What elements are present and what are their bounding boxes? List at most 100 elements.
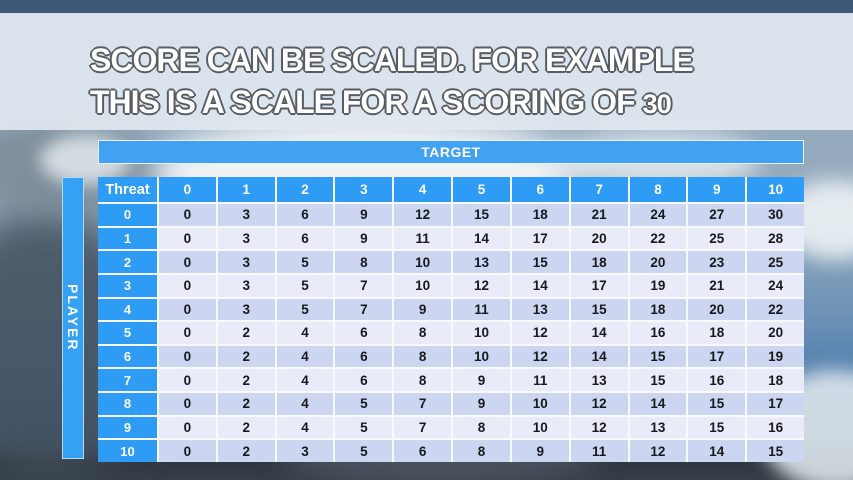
score-cell: 19 bbox=[629, 274, 687, 297]
score-cell: 16 bbox=[747, 416, 804, 439]
title-band: SCORE CAN BE SCALED. FOR EXAMPLE THIS IS… bbox=[0, 13, 853, 130]
score-cell: 2 bbox=[217, 345, 275, 368]
score-cell: 18 bbox=[570, 251, 628, 273]
score-cell: 20 bbox=[570, 227, 628, 250]
player-row-header: 3 bbox=[98, 274, 157, 297]
slide-title-line2: THIS IS A SCALE FOR A SCORING OF 30 bbox=[90, 84, 672, 120]
score-cell: 22 bbox=[629, 227, 687, 250]
score-cell: 8 bbox=[394, 322, 452, 344]
player-row-header: 7 bbox=[98, 369, 157, 392]
player-row-header: 5 bbox=[98, 322, 157, 344]
score-cell: 0 bbox=[159, 369, 216, 392]
score-cell: 8 bbox=[335, 251, 393, 273]
score-cell: 11 bbox=[511, 369, 569, 392]
score-cell: 0 bbox=[159, 274, 216, 297]
score-cell: 12 bbox=[453, 274, 510, 297]
target-column-header: 10 bbox=[747, 177, 804, 202]
score-cell: 2 bbox=[217, 369, 275, 392]
score-cell: 27 bbox=[688, 204, 746, 226]
score-cell: 3 bbox=[276, 440, 334, 462]
score-cell: 6 bbox=[276, 204, 334, 226]
title-score-number: 30 bbox=[642, 88, 672, 119]
score-cell: 17 bbox=[570, 274, 628, 297]
score-cell: 13 bbox=[453, 251, 510, 273]
score-cell: 16 bbox=[688, 369, 746, 392]
score-cell: 8 bbox=[394, 369, 452, 392]
score-cell: 3 bbox=[217, 227, 275, 250]
score-cell: 5 bbox=[335, 440, 393, 462]
score-cell: 28 bbox=[747, 227, 804, 250]
score-cell: 2 bbox=[217, 393, 275, 415]
score-cell: 3 bbox=[217, 251, 275, 273]
score-cell: 5 bbox=[276, 251, 334, 273]
score-cell: 18 bbox=[629, 298, 687, 321]
score-cell: 12 bbox=[394, 204, 452, 226]
score-cell: 23 bbox=[688, 251, 746, 273]
target-column-header: 5 bbox=[453, 177, 510, 202]
score-cell: 7 bbox=[335, 274, 393, 297]
score-cell: 15 bbox=[688, 393, 746, 415]
score-cell: 14 bbox=[511, 274, 569, 297]
score-cell: 7 bbox=[335, 298, 393, 321]
score-cell: 18 bbox=[688, 322, 746, 344]
score-cell: 0 bbox=[159, 440, 216, 462]
score-cell: 9 bbox=[335, 204, 393, 226]
score-cell: 8 bbox=[453, 416, 510, 439]
score-cell: 20 bbox=[629, 251, 687, 273]
score-cell: 14 bbox=[570, 345, 628, 368]
score-cell: 0 bbox=[159, 345, 216, 368]
score-cell: 17 bbox=[747, 393, 804, 415]
score-cell: 5 bbox=[335, 416, 393, 439]
score-cell: 20 bbox=[688, 298, 746, 321]
player-row-header: 6 bbox=[98, 345, 157, 368]
score-cell: 9 bbox=[394, 298, 452, 321]
score-cell: 12 bbox=[570, 416, 628, 439]
score-cell: 9 bbox=[453, 369, 510, 392]
score-cell: 10 bbox=[453, 322, 510, 344]
score-cell: 0 bbox=[159, 322, 216, 344]
player-row-header: 2 bbox=[98, 251, 157, 273]
score-cell: 19 bbox=[747, 345, 804, 368]
score-cell: 30 bbox=[747, 204, 804, 226]
score-cell: 25 bbox=[688, 227, 746, 250]
score-cell: 10 bbox=[394, 251, 452, 273]
player-row-header: 0 bbox=[98, 204, 157, 226]
score-cell: 0 bbox=[159, 393, 216, 415]
target-column-header: 7 bbox=[570, 177, 628, 202]
score-cell: 2 bbox=[217, 416, 275, 439]
score-cell: 14 bbox=[629, 393, 687, 415]
target-column-header: 6 bbox=[511, 177, 569, 202]
target-header-bar: TARGET bbox=[98, 140, 804, 164]
score-cell: 9 bbox=[453, 393, 510, 415]
score-cell: 17 bbox=[688, 345, 746, 368]
score-cell: 24 bbox=[747, 274, 804, 297]
score-cell: 24 bbox=[629, 204, 687, 226]
player-row-header: 10 bbox=[98, 440, 157, 462]
score-cell: 10 bbox=[453, 345, 510, 368]
score-cell: 18 bbox=[511, 204, 569, 226]
score-cell: 11 bbox=[453, 298, 510, 321]
score-cell: 17 bbox=[511, 227, 569, 250]
player-row-header: 8 bbox=[98, 393, 157, 415]
score-cell: 12 bbox=[511, 322, 569, 344]
score-cell: 0 bbox=[159, 251, 216, 273]
threat-corner-cell: Threat bbox=[98, 177, 157, 202]
score-cell: 0 bbox=[159, 416, 216, 439]
score-cell: 3 bbox=[217, 274, 275, 297]
score-cell: 10 bbox=[511, 416, 569, 439]
score-cell: 15 bbox=[453, 204, 510, 226]
score-cell: 14 bbox=[453, 227, 510, 250]
score-cell: 6 bbox=[335, 369, 393, 392]
score-cell: 15 bbox=[570, 298, 628, 321]
score-cell: 6 bbox=[335, 345, 393, 368]
score-cell: 4 bbox=[276, 393, 334, 415]
score-cell: 15 bbox=[747, 440, 804, 462]
target-column-header: 0 bbox=[159, 177, 216, 202]
score-cell: 14 bbox=[570, 322, 628, 344]
score-cell: 3 bbox=[217, 298, 275, 321]
target-column-header: 8 bbox=[629, 177, 687, 202]
score-cell: 13 bbox=[629, 416, 687, 439]
score-cell: 0 bbox=[159, 204, 216, 226]
score-cell: 3 bbox=[217, 204, 275, 226]
